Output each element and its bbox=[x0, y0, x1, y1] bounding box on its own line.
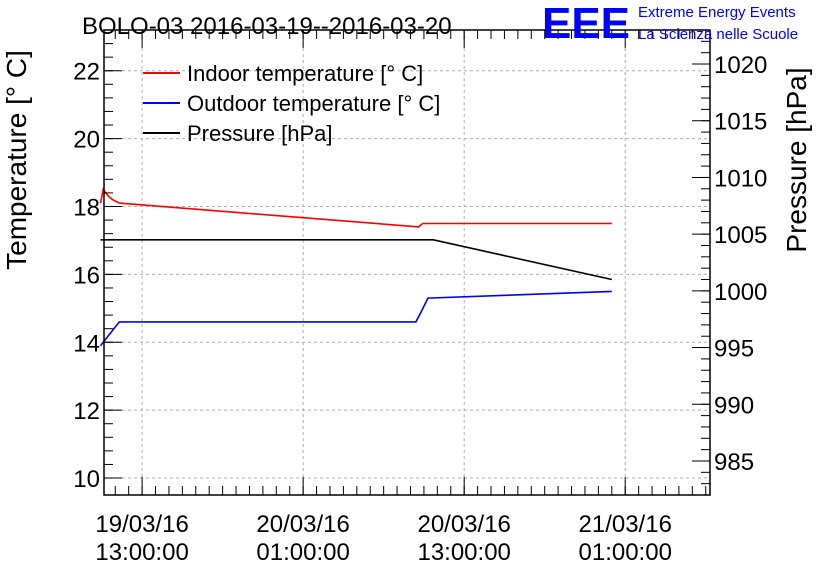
y-axis-label: Temperature [° C] bbox=[1, 50, 32, 270]
y-tick-label: 18 bbox=[73, 194, 100, 221]
series-line-indoor-temperature bbox=[99, 187, 612, 228]
plot-frame bbox=[103, 29, 711, 496]
y-tick-label: 12 bbox=[73, 398, 100, 425]
eee-logo-line2: La Scienza nelle Scuole bbox=[638, 26, 798, 43]
x-tick-label-date: 21/03/16 bbox=[579, 511, 672, 538]
grid bbox=[104, 30, 710, 495]
eee-logo-mark: EEE bbox=[542, 0, 630, 48]
x-tick-label-date: 19/03/16 bbox=[95, 511, 188, 538]
y2-tick-label: 985 bbox=[714, 449, 754, 476]
series-line-pressure bbox=[100, 239, 612, 281]
y-tick-label: 10 bbox=[73, 466, 100, 493]
series-layer bbox=[99, 187, 612, 347]
x-tick-label-date: 20/03/16 bbox=[256, 511, 349, 538]
chart-title: BOLO-03 2016-03-19--2016-03-20 bbox=[82, 13, 452, 40]
eee-logo: EEE Extreme Energy Events La Scienza nel… bbox=[542, 0, 798, 48]
series-line-outdoor-temperature bbox=[99, 290, 612, 347]
x-tick-label-time: 01:00:00 bbox=[579, 539, 672, 566]
y-tick-label: 22 bbox=[73, 59, 100, 86]
eee-logo-line1: Extreme Energy Events bbox=[638, 4, 796, 21]
legend-label-indoor: Indoor temperature [° C] bbox=[187, 61, 423, 86]
x-tick-label-time: 01:00:00 bbox=[256, 539, 349, 566]
y-tick-label: 16 bbox=[73, 262, 100, 289]
y2-tick-label: 1005 bbox=[714, 222, 767, 249]
y2-tick-label: 1015 bbox=[714, 109, 767, 136]
x-tick-label-time: 13:00:00 bbox=[95, 539, 188, 566]
legend: Indoor temperature [° C] Outdoor tempera… bbox=[143, 61, 440, 146]
legend-label-outdoor: Outdoor temperature [° C] bbox=[187, 91, 440, 116]
ticks bbox=[104, 30, 710, 495]
y-tick-label: 14 bbox=[73, 330, 100, 357]
x-tick-label-time: 13:00:00 bbox=[417, 539, 510, 566]
y2-tick-label: 1020 bbox=[714, 52, 767, 79]
x-tick-label-date: 20/03/16 bbox=[417, 511, 510, 538]
y2-tick-label: 1010 bbox=[714, 165, 767, 192]
tick-labels: 10 12 14 16 18 20 22 985 990 995 1000 1005 1010 1015 1… bbox=[73, 52, 767, 566]
y2-tick-label: 995 bbox=[714, 336, 754, 363]
y2-tick-label: 990 bbox=[714, 392, 754, 419]
y2-axis-label: Pressure [hPa] bbox=[781, 67, 812, 252]
legend-label-pressure: Pressure [hPa] bbox=[187, 121, 333, 146]
y-tick-label: 20 bbox=[73, 127, 100, 154]
y2-tick-label: 1000 bbox=[714, 279, 767, 306]
